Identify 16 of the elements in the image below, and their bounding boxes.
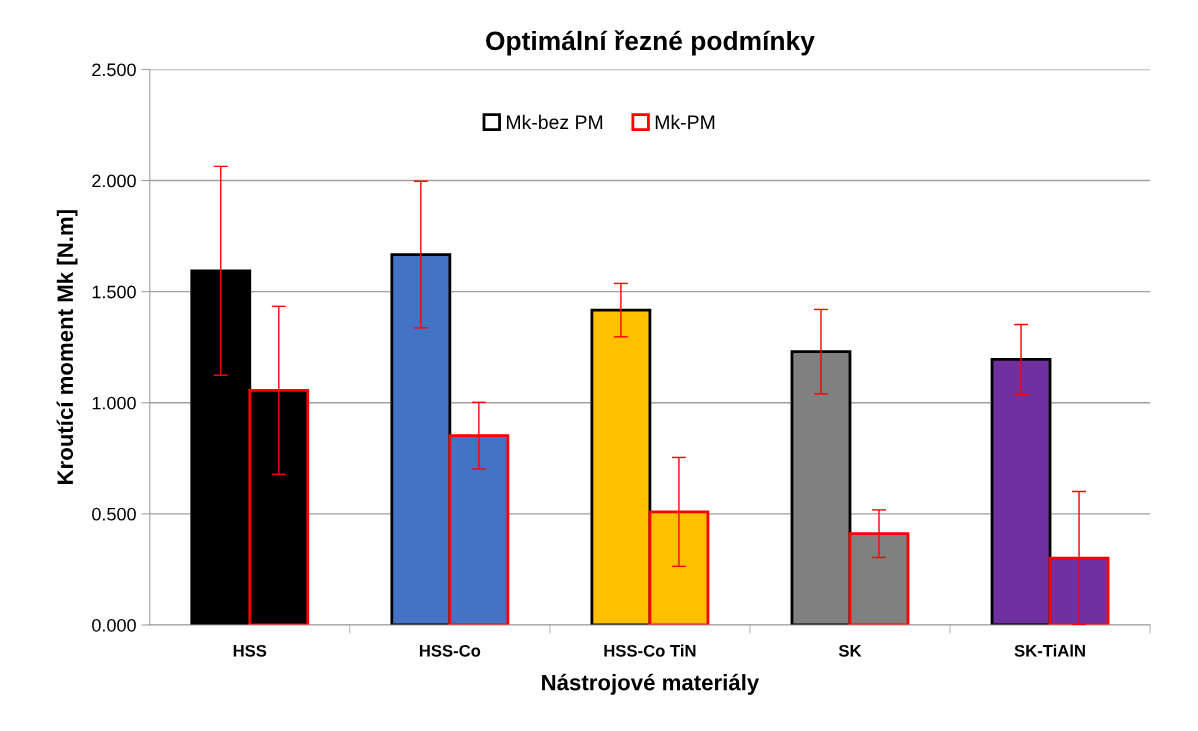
legend-label: Mk-PM xyxy=(655,114,715,129)
x-axis-title: Nástrojové materiály xyxy=(542,673,760,695)
x-tick-label: SK-TiAlN xyxy=(1014,644,1085,657)
y-tick-label: 2.500 xyxy=(92,63,136,77)
y-tick-label: 2.000 xyxy=(92,174,136,188)
x-tick-label: HSS-Co TiN xyxy=(604,644,696,657)
y-tick-label: 1.500 xyxy=(92,285,136,299)
y-tick-label: 1.000 xyxy=(92,396,136,410)
chart-title: Optimální řezné podmínky xyxy=(486,30,815,56)
y-axis-title: Kroutící moment Mk [N.m] xyxy=(56,210,78,485)
x-tick-label: HSS-Co xyxy=(419,644,481,657)
legend-label: Mk-bez PM xyxy=(506,114,603,130)
y-tick-label: 0.500 xyxy=(92,507,136,521)
x-tick-label: HSS xyxy=(233,644,267,657)
y-tick-label: 0.000 xyxy=(92,618,136,632)
x-tick-label: SK xyxy=(838,644,862,657)
